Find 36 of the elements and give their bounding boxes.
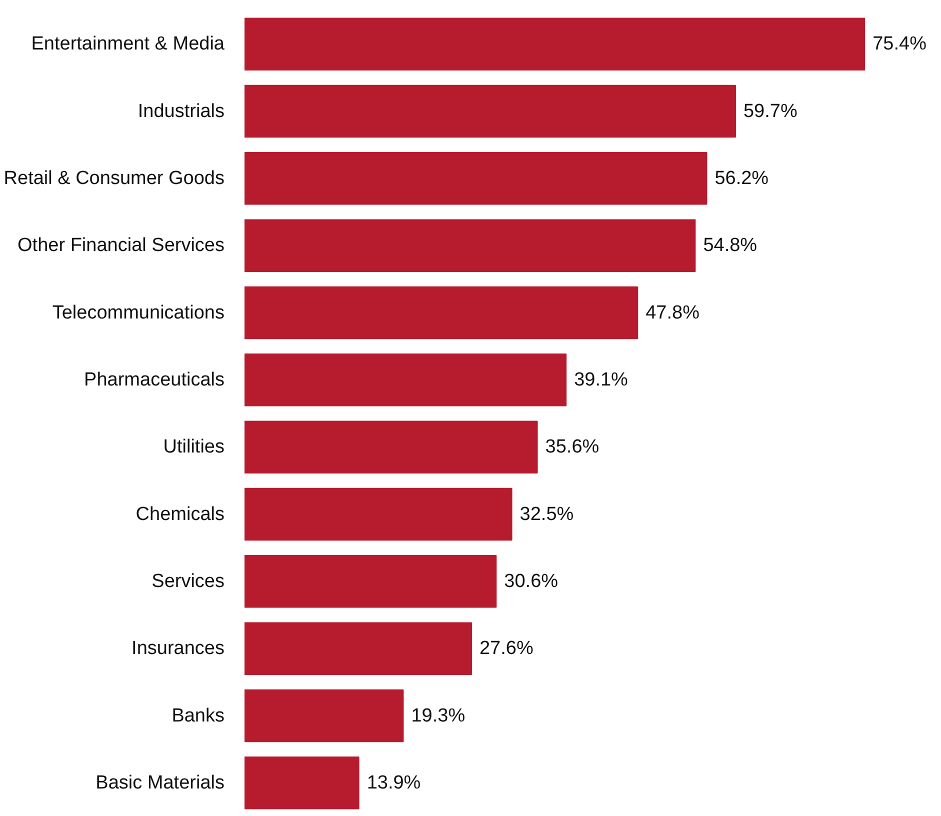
data-label: 30.6% xyxy=(504,570,558,592)
y-tick-label: Chemicals xyxy=(136,504,225,525)
data-label: 19.3% xyxy=(411,705,466,726)
data-label: 54.8% xyxy=(703,235,758,256)
y-tick-label: Banks xyxy=(172,705,225,726)
data-label: 32.5% xyxy=(520,504,574,525)
data-label: 75.4% xyxy=(872,34,927,55)
y-tick-label: Utilities xyxy=(163,436,225,458)
bar xyxy=(244,756,360,810)
data-label: 13.9% xyxy=(366,772,421,794)
bar xyxy=(244,84,736,138)
y-tick-label: Services xyxy=(152,570,225,592)
y-tick-label: Other Financial Services xyxy=(18,235,224,256)
bar xyxy=(244,420,538,474)
y-tick-label: Insurances xyxy=(132,638,225,660)
bar xyxy=(244,286,638,340)
bar xyxy=(244,354,567,406)
y-tick-label: Industrials xyxy=(138,100,225,122)
data-label: 27.6% xyxy=(479,638,534,660)
y-tick-label: Retail & Consumer Goods xyxy=(4,168,225,189)
data-label: 59.7% xyxy=(743,100,798,122)
y-tick-label: Telecommunications xyxy=(52,302,225,324)
bar xyxy=(244,622,472,675)
data-label: 47.8% xyxy=(646,302,700,324)
bar xyxy=(244,488,512,541)
data-label: 56.2% xyxy=(714,168,769,189)
y-tick-label: Basic Materials xyxy=(96,772,225,794)
bar xyxy=(244,689,404,742)
y-tick-label: Entertainment & Media xyxy=(31,34,225,55)
y-tick-label: Pharmaceuticals xyxy=(84,369,225,390)
bar xyxy=(244,18,866,70)
bar xyxy=(244,555,497,608)
data-label: 35.6% xyxy=(545,436,600,458)
bar xyxy=(244,219,696,272)
data-label: 39.1% xyxy=(574,369,628,390)
bar xyxy=(244,152,708,205)
